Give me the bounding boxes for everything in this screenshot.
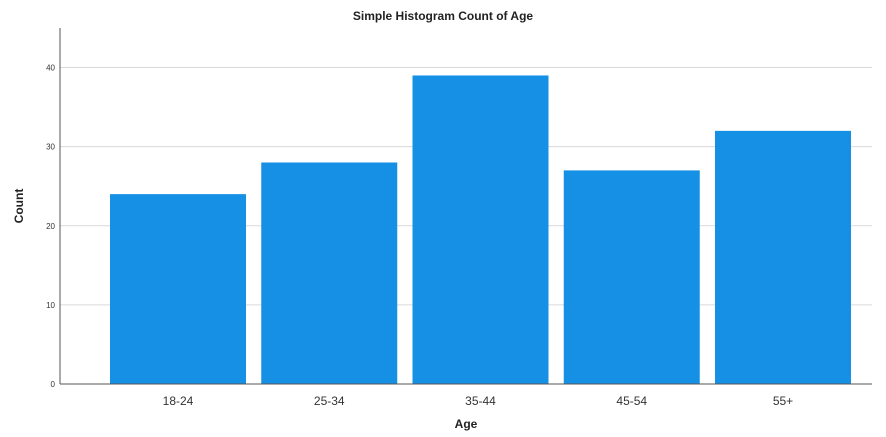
y-tick-label: 10 (46, 301, 55, 310)
y-tick-label: 0 (51, 380, 56, 389)
x-tick-label: 55+ (773, 394, 793, 408)
bar-55+ (715, 130, 851, 384)
y-tick-label: 30 (46, 143, 55, 152)
x-tick-label: 25-34 (314, 394, 345, 408)
x-tick-labels: 18-24 25-34 35-44 45-54 55+ (163, 394, 794, 408)
y-tick-label: 20 (46, 222, 55, 231)
bar-45-54 (563, 170, 700, 384)
bar-18-24 (110, 194, 246, 384)
x-tick-label: 45-54 (616, 394, 647, 408)
bar-35-44 (412, 75, 549, 384)
x-tick-label: 18-24 (163, 394, 194, 408)
bar-25-34 (261, 162, 398, 384)
y-tick-label: 40 (46, 64, 55, 73)
x-tick-label: 35-44 (465, 394, 496, 408)
y-tick-labels: 0 10 20 30 40 (46, 64, 55, 389)
bars (110, 75, 851, 384)
y-axis-title: Count (12, 189, 26, 224)
chart-title: Simple Histogram Count of Age (353, 9, 534, 23)
x-axis-title: Age (455, 417, 478, 431)
